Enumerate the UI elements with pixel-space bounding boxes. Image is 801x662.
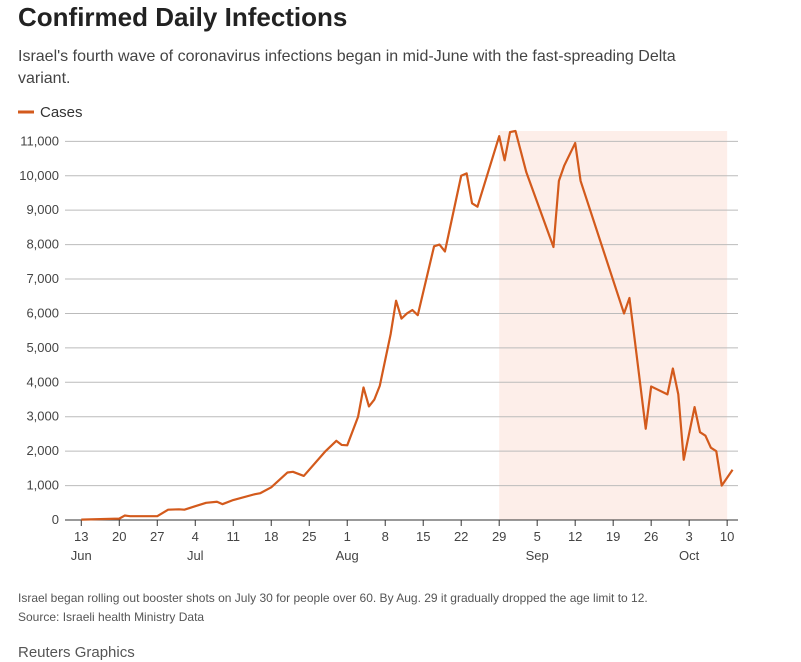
y-tick-label: 10,000 [19, 168, 59, 183]
shaded-period [499, 131, 728, 520]
y-tick-label: 4,000 [26, 374, 59, 389]
x-tick-label: 26 [644, 529, 658, 544]
month-label: Jun [71, 548, 92, 563]
y-tick-label: 11,000 [20, 133, 59, 148]
x-tick-label: 11 [227, 529, 241, 544]
source: Source: Israeli health Ministry Data [18, 610, 204, 624]
subtitle: Israel's fourth wave of coronavirus infe… [18, 48, 676, 65]
subtitle: variant. [18, 70, 70, 87]
chart-title: Confirmed Daily Infections [18, 2, 347, 32]
month-label: Jul [187, 548, 204, 563]
x-tick-label: 8 [382, 529, 389, 544]
y-tick-label: 2,000 [26, 443, 59, 458]
x-tick-label: 12 [568, 529, 582, 544]
x-tick-label: 27 [150, 529, 164, 544]
y-tick-label: 7,000 [26, 271, 59, 286]
note: Israel began rolling out booster shots o… [18, 591, 648, 605]
x-tick-label: 20 [112, 529, 126, 544]
x-tick-label: 22 [454, 529, 468, 544]
y-tick-label: 5,000 [26, 340, 59, 355]
line [81, 129, 734, 521]
month-label: Oct [679, 548, 700, 563]
month-label: Sep [526, 548, 549, 563]
x-tick-label: 25 [302, 529, 316, 544]
x-tick-label: 15 [416, 529, 430, 544]
x-tick-label: 19 [606, 529, 620, 544]
credit: Reuters Graphics [18, 644, 135, 661]
x-tick-label: 13 [74, 529, 88, 544]
x-tick-label: 4 [192, 529, 199, 544]
y-tick-label: 3,000 [26, 409, 59, 424]
month-label: Aug [336, 548, 359, 563]
y-tick-label: 8,000 [26, 237, 59, 252]
x-tick-label: 10 [720, 529, 734, 544]
x-tick-label: 5 [534, 529, 541, 544]
legend-label: Cases [40, 104, 83, 121]
y-tick-label: 0 [52, 512, 59, 527]
x-tick-label: 1 [344, 529, 351, 544]
x-tick-label: 18 [264, 529, 278, 544]
y-tick-label: 6,000 [26, 305, 59, 320]
x-tick-label: 3 [686, 529, 693, 544]
x-tick-label: 29 [492, 529, 506, 544]
y-tick-label: 1,000 [26, 478, 59, 493]
y-tick-label: 9,000 [26, 202, 59, 217]
